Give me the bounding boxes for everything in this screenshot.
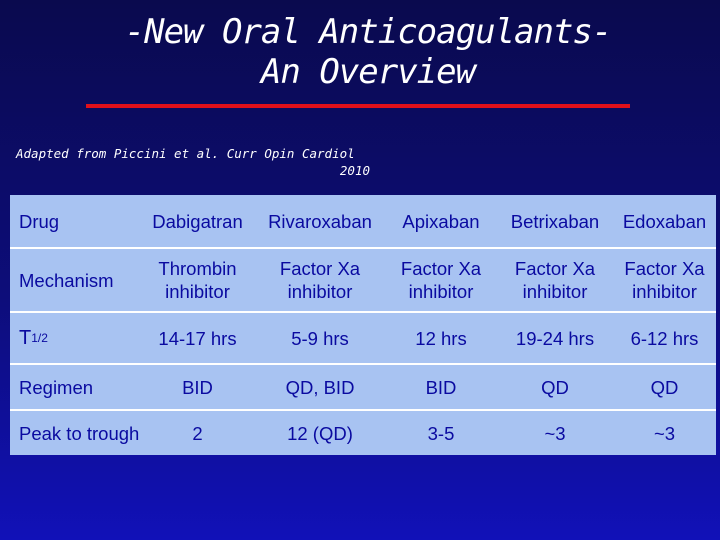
peak-cell-rivaroxaban: 12 (QD): [287, 422, 353, 444]
table-header-row: Drug Dabigatran Rivaroxaban Apixaban Bet…: [10, 195, 716, 247]
cell-line: Factor Xa: [400, 258, 482, 279]
peak-cell-dabigatran: 2: [192, 422, 203, 444]
cell-line: Thrombin: [158, 258, 237, 279]
mechanism-cell-apixaban: Factor Xa inhibitor: [385, 249, 497, 311]
regimen-cell-apixaban: BID: [425, 376, 457, 398]
row-divider: [10, 311, 716, 313]
half-life-cell-rivaroxaban: 5-9 hrs: [291, 327, 349, 349]
half-life-cell-betrixaban: 19-24 hrs: [515, 327, 595, 349]
source-citation-line-2: 2010: [339, 163, 370, 178]
cell-line: Factor Xa: [514, 258, 596, 279]
half-life-cell-edoxaban: 6-12 hrs: [630, 327, 699, 349]
regimen-cell-dabigatran: BID: [182, 376, 213, 398]
cell-line: inhibitor: [287, 281, 353, 302]
source-citation-line-1: Adapted from Piccini et al. Curr Opin Ca…: [16, 146, 355, 161]
table-row-peak-to-trough: Peak to trough 2 12 (QD) 3-5 ~3 ~3: [10, 411, 716, 455]
slide-title: -New Oral Anticoagulants- An Overview: [0, 12, 720, 92]
slide-title-line-2: An Overview: [260, 52, 476, 92]
table-row-regimen: Regimen BID QD, BID BID QD QD: [10, 365, 716, 409]
comparison-table: Drug Dabigatran Rivaroxaban Apixaban Bet…: [10, 195, 716, 455]
header-cell-rivaroxaban: Rivaroxaban: [268, 210, 372, 232]
title-underline: [86, 104, 630, 108]
regimen-cell-betrixaban: QD: [541, 376, 569, 398]
cell-line: inhibitor: [165, 281, 230, 302]
cell-line: Factor Xa: [624, 258, 705, 279]
table-row-mechanism: Mechanism Thrombin inhibitor Factor Xa inh…: [10, 249, 716, 311]
header-cell-dabigatran: Dabigatran: [152, 210, 243, 232]
row-label-half-life: T 1/2: [10, 313, 140, 363]
regimen-cell-rivaroxaban: QD, BID: [285, 376, 355, 398]
half-life-cell-apixaban: 12 hrs: [415, 327, 467, 349]
header-cell-drug: Drug: [19, 210, 60, 232]
mechanism-cell-edoxaban: Factor Xa inhibitor: [613, 249, 716, 311]
header-cell-betrixaban: Betrixaban: [510, 210, 600, 232]
mechanism-cell-dabigatran: Thrombin inhibitor: [140, 249, 255, 311]
half-life-symbol: T: [19, 326, 32, 349]
cell-line: inhibitor: [408, 281, 474, 302]
slide-title-line-1: -New Oral Anticoagulants-: [124, 12, 613, 52]
regimen-cell-edoxaban: QD: [650, 376, 679, 398]
row-divider: [10, 247, 716, 249]
half-life-subscript: 1/2: [31, 330, 48, 345]
row-divider: [10, 363, 716, 365]
row-label-peak-to-trough: Peak to trough: [19, 422, 140, 444]
source-citation: Adapted from Piccini et al. Curr Opin Ca…: [16, 145, 370, 179]
mechanism-cell-betrixaban: Factor Xa inhibitor: [497, 249, 613, 311]
cell-line: Factor Xa: [279, 258, 361, 279]
half-life-cell-dabigatran: 14-17 hrs: [158, 327, 237, 349]
row-divider: [10, 409, 716, 411]
peak-cell-edoxaban: ~3: [653, 422, 676, 444]
peak-cell-apixaban: 3-5: [427, 422, 455, 444]
mechanism-cell-rivaroxaban: Factor Xa inhibitor: [255, 249, 385, 311]
peak-cell-betrixaban: ~3: [544, 422, 566, 444]
header-cell-apixaban: Apixaban: [402, 210, 480, 232]
table-row-half-life: T 1/2 14-17 hrs 5-9 hrs 12 hrs 19-24 hrs …: [10, 313, 716, 363]
row-label-mechanism: Mechanism: [19, 269, 114, 291]
header-cell-edoxaban: Edoxaban: [622, 210, 707, 232]
cell-line: inhibitor: [632, 281, 697, 302]
cell-line: inhibitor: [522, 281, 588, 302]
row-label-regimen: Regimen: [19, 376, 94, 398]
